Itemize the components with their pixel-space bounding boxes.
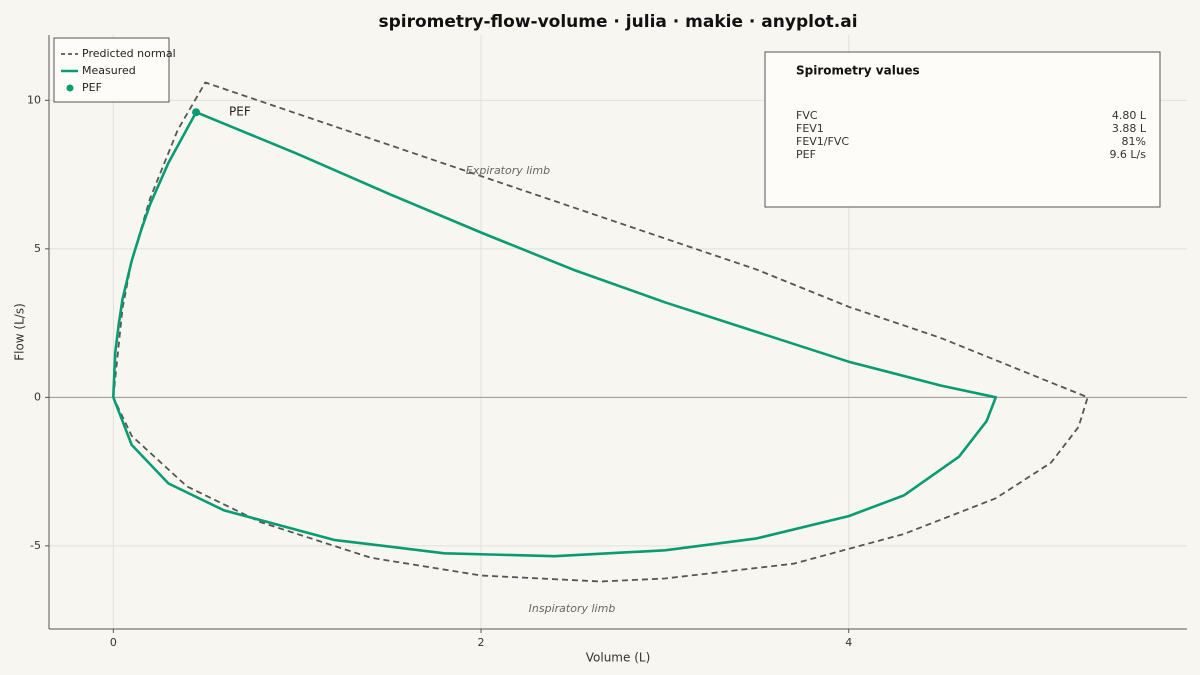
stats-value: 4.80 L: [1112, 109, 1147, 122]
x-tick-label: 2: [478, 636, 485, 649]
pef-marker: [192, 108, 201, 117]
legend-label: Measured: [82, 64, 136, 77]
stats-box-frame: [764, 51, 1161, 208]
annotation: Expiratory limb: [466, 164, 550, 177]
stats-title: Spirometry values: [796, 64, 920, 78]
legend-label: PEF: [82, 81, 102, 94]
y-axis-label: Flow (L/s): [13, 303, 27, 361]
stats-label: FVC: [796, 109, 818, 122]
annotation: PEF: [229, 105, 251, 119]
x-tick-label: 4: [845, 636, 852, 649]
y-tick-label: 5: [34, 242, 41, 255]
stats-box: Spirometry values FVC 4.80 L FEV1 3.88 L FEV1…: [764, 51, 1161, 208]
stats-value: 9.6 L/s: [1109, 148, 1146, 161]
legend-marker: [66, 84, 74, 92]
stats-label: FEV1: [796, 122, 824, 135]
annotation: Inspiratory limb: [529, 602, 616, 615]
y-tick-label: -5: [30, 539, 41, 552]
stats-label: FEV1/FVC: [796, 135, 849, 148]
chart-title: spirometry-flow-volume · julia · makie ·…: [378, 12, 857, 32]
x-axis-label: Volume (L): [586, 651, 651, 665]
stats-value: 3.88 L: [1112, 122, 1147, 135]
stats-label: PEF: [796, 148, 816, 161]
legend: Predicted normal Measured PEF: [53, 37, 176, 103]
y-tick-label: 0: [34, 390, 41, 403]
x-tick-label: 0: [110, 636, 117, 649]
stats-value: 81%: [1122, 135, 1146, 148]
measured-line: [112, 110, 998, 558]
y-tick-label: 10: [27, 93, 41, 106]
legend-label: Predicted normal: [82, 47, 176, 60]
